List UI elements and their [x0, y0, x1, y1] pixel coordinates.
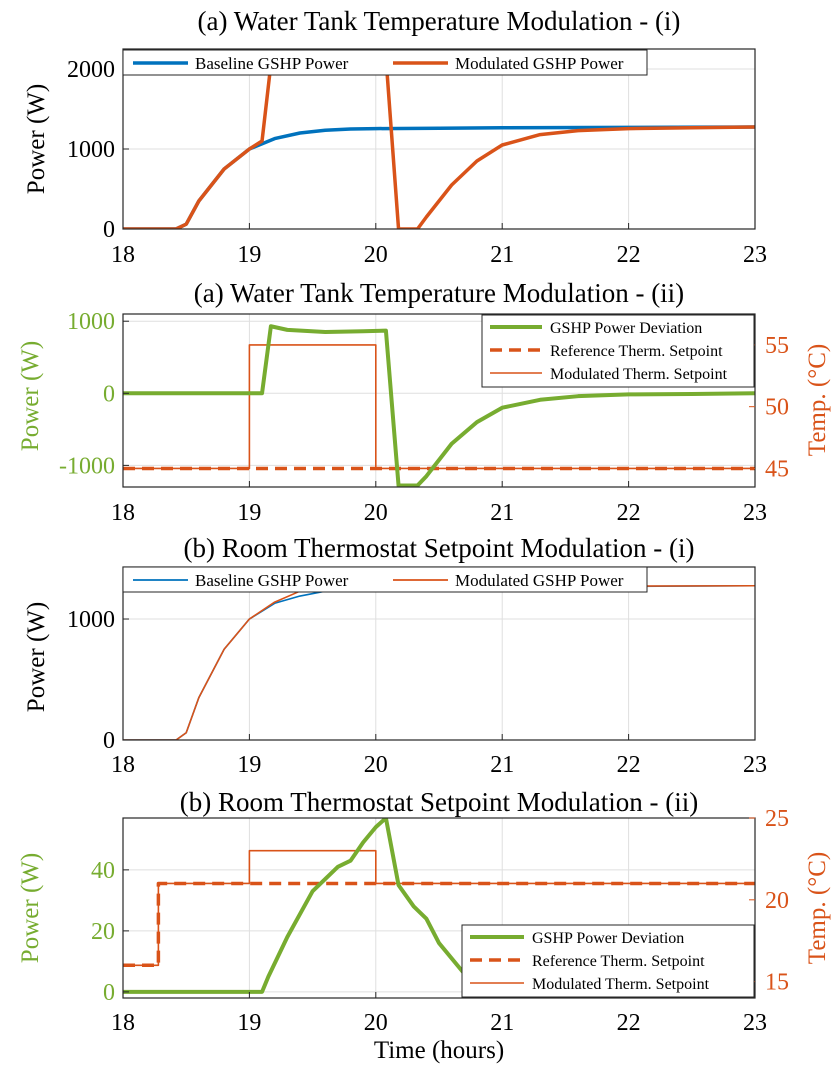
y-tick-label: 1000 [67, 137, 115, 163]
x-tick-label: 19 [237, 500, 261, 526]
panel-4-ylabel-right: Temp. (°C) [804, 852, 831, 964]
y-tick-label: 1000 [67, 607, 115, 633]
x-tick-label: 23 [743, 1010, 767, 1036]
panel-2-title: (a) Water Tank Temperature Modulation - … [194, 278, 684, 308]
x-tick-label: 18 [111, 1010, 135, 1036]
panel-1: (a) Water Tank Temperature Modulation - … [23, 6, 767, 268]
legend-label-modulated: Modulated GSHP Power [455, 571, 624, 590]
series-line-modulated-gshp-power [123, 55, 755, 229]
panel-4-xticks: 18 19 20 21 22 23 [111, 992, 767, 1036]
y-right-tick-label: 20 [765, 888, 789, 914]
y-right-tick-label: 55 [765, 333, 789, 359]
x-tick-label: 20 [364, 752, 388, 778]
legend-box [122, 49, 648, 76]
panel-4-yticks-right: 15 20 25 [749, 806, 789, 996]
legend-box [122, 566, 648, 593]
x-tick-label: 19 [237, 242, 261, 268]
panel-3-series [123, 579, 755, 740]
series-line-modulated-gshp-power [123, 579, 755, 740]
y-tick-label: 0 [103, 728, 115, 754]
panel-2-yticks-right: 45 50 55 [749, 333, 789, 482]
x-tick-label: 21 [490, 242, 514, 268]
y-tick-label: 1000 [67, 309, 115, 335]
y-tick-label: 40 [91, 858, 115, 884]
x-tick-label: 21 [490, 500, 514, 526]
panel-4-ylabel: Power (W) [17, 853, 44, 963]
panel-3-yticks: 0 1000 [67, 607, 129, 754]
panel-3-frame [122, 566, 756, 741]
panel-3-ylabel: Power (W) [23, 602, 50, 712]
panel-2: (a) Water Tank Temperature Modulation - … [17, 278, 831, 526]
y-right-tick-label: 50 [765, 395, 789, 421]
x-tick-label: 19 [237, 1010, 261, 1036]
panel-1-series [123, 55, 755, 229]
y-tick-label: 0 [103, 217, 115, 243]
legend-label-deviation: GSHP Power Deviation [532, 930, 684, 947]
x-tick-label: 23 [743, 752, 767, 778]
x-tick-label: 19 [237, 752, 261, 778]
panel-4: (b) Room Thermostat Setpoint Modulation … [17, 787, 831, 1064]
x-tick-label: 21 [490, 1010, 514, 1036]
x-tick-label: 21 [490, 752, 514, 778]
x-axis-label: Time (hours) [374, 1037, 504, 1064]
panel-3-legend[interactable]: Baseline GSHP Power Modulated GSHP Power [122, 566, 648, 593]
legend-label-modulated: Modulated Therm. Setpoint [550, 366, 728, 383]
y-tick-label: 20 [91, 919, 115, 945]
legend-label-reference: Reference Therm. Setpoint [532, 953, 705, 970]
x-tick-label: 20 [364, 242, 388, 268]
x-tick-label: 23 [743, 500, 767, 526]
series-line-modulated-therm-setpoint [123, 849, 755, 967]
legend-label-baseline: Baseline GSHP Power [195, 571, 349, 590]
x-tick-label: 22 [617, 242, 641, 268]
x-tick-label: 23 [743, 242, 767, 268]
x-tick-label: 18 [111, 500, 135, 526]
x-tick-label: 20 [364, 500, 388, 526]
panel-3-xticks: 18 19 20 21 22 23 [111, 734, 767, 778]
panel-3-title: (b) Room Thermostat Setpoint Modulation … [184, 533, 695, 563]
y-tick-label: 0 [103, 381, 115, 407]
x-tick-label: 22 [617, 752, 641, 778]
x-tick-label: 18 [111, 752, 135, 778]
panel-1-ylabel: Power (W) [23, 84, 50, 194]
legend-label-modulated: Modulated Therm. Setpoint [532, 976, 710, 993]
panel-2-xticks: 18 19 20 21 22 23 [111, 481, 767, 526]
panel-1-legend[interactable]: Baseline GSHP Power Modulated GSHP Power [122, 49, 648, 76]
legend-label-reference: Reference Therm. Setpoint [550, 343, 723, 360]
panel-3-grid [122, 567, 756, 741]
panel-2-ylabel-right: Temp. (°C) [804, 344, 831, 456]
legend-label-deviation: GSHP Power Deviation [550, 320, 702, 337]
y-right-tick-label: 45 [765, 456, 789, 482]
panel-4-frame [122, 817, 756, 999]
legend-label-modulated: Modulated GSHP Power [455, 54, 624, 73]
x-tick-label: 20 [364, 1010, 388, 1036]
panel-2-yticks: -1000 0 1000 [59, 309, 129, 479]
panel-2-frame [122, 313, 756, 488]
panel-4-yticks: 0 20 40 [91, 858, 129, 1006]
panel-4-title: (b) Room Thermostat Setpoint Modulation … [180, 787, 698, 817]
panel-3: (b) Room Thermostat Setpoint Modulation … [23, 533, 767, 778]
x-tick-label: 18 [111, 242, 135, 268]
panel-1-xticks: 18 19 20 21 22 23 [111, 223, 767, 268]
panel-1-title: (a) Water Tank Temperature Modulation - … [198, 6, 681, 36]
legend-label-baseline: Baseline GSHP Power [195, 54, 349, 73]
panel-4-legend[interactable]: GSHP Power Deviation Reference Therm. Se… [461, 924, 755, 998]
y-tick-label: 2000 [67, 57, 115, 83]
y-tick-label: -1000 [59, 453, 115, 479]
panel-1-yticks: 0 1000 2000 [67, 57, 129, 243]
panel-2-legend[interactable]: GSHP Power Deviation Reference Therm. Se… [481, 314, 755, 388]
y-tick-label: 0 [103, 980, 115, 1006]
x-tick-label: 22 [617, 1010, 641, 1036]
y-right-tick-label: 25 [765, 806, 789, 832]
x-tick-label: 22 [617, 500, 641, 526]
series-line-modulated-therm-setpoint [123, 344, 755, 470]
panel-1-frame [122, 48, 756, 230]
y-right-tick-label: 15 [765, 970, 789, 996]
panel-2-ylabel: Power (W) [17, 341, 44, 451]
panel-2-series [123, 324, 755, 487]
series-line-gshp-power-deviation [123, 324, 755, 487]
